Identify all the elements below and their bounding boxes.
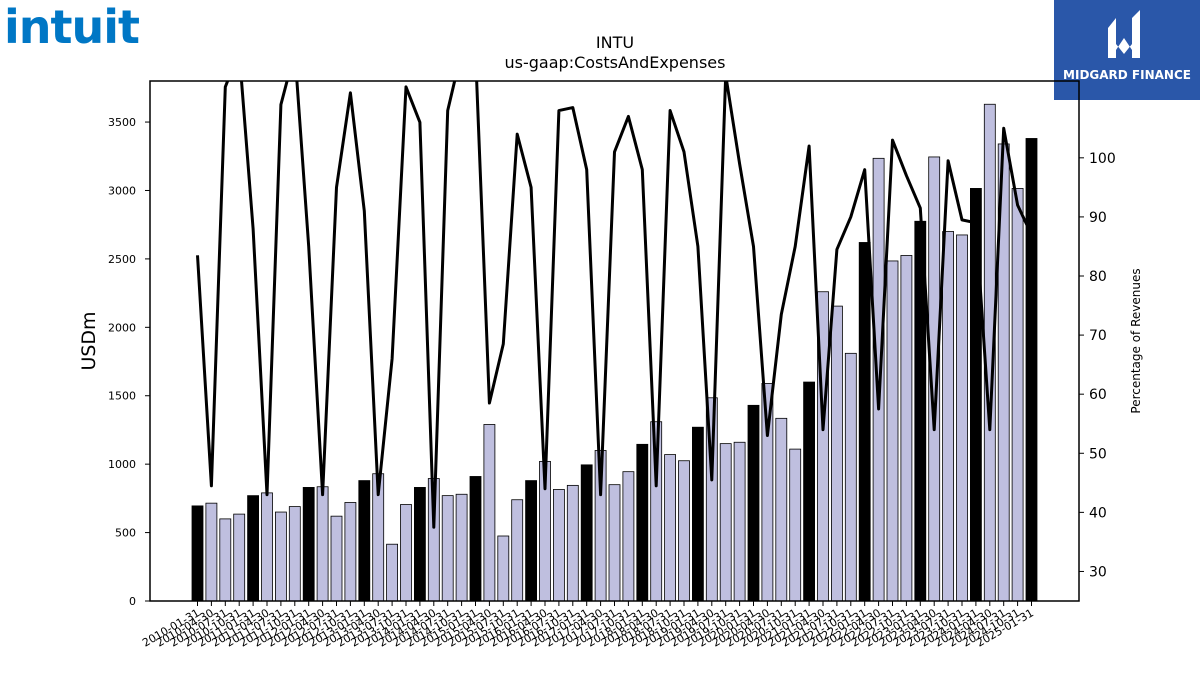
bar [831,305,843,601]
bar [789,448,802,601]
bar [705,397,718,601]
bar [274,511,287,601]
bar [761,383,774,601]
bar [469,476,482,601]
y-tick-label: 1500 [108,390,136,403]
bar [664,454,676,601]
bar [441,495,454,601]
intuit-logo: intuit [4,2,154,52]
bar [455,493,468,601]
bar [817,291,829,601]
bar [400,504,412,601]
y-axis-label: USDm [78,311,100,370]
chart-subtitle: us-gaap:CostsAndExpenses [505,53,726,72]
y-axis-right: 30 40 50 60 70 80 90 100 [1079,151,1116,580]
bar [413,487,426,601]
y2-tick-label: 90 [1089,210,1107,226]
bar [692,426,704,601]
y-tick-label: 3000 [108,184,136,197]
y2-tick-label: 70 [1089,328,1107,344]
y2-tick-label: 30 [1089,564,1107,580]
midgard-logo-text: MIDGARD FINANCE [1063,68,1191,82]
y2-tick-label: 100 [1089,151,1116,167]
bar [525,480,537,601]
y-tick-label: 2500 [108,253,136,266]
bar [511,499,524,601]
bar [733,441,746,601]
bar [316,486,329,601]
bar [872,157,885,601]
bar-series [191,103,1038,601]
bar [803,381,815,601]
percentage-line [196,81,1033,529]
bar [1011,188,1024,601]
bar [747,404,760,601]
bar [302,487,315,601]
bar [678,460,690,601]
bar [205,502,218,601]
bar [900,255,913,601]
y2-axis-label: Percentage of Revenues [1129,268,1143,413]
bar [553,489,565,601]
chart-title: INTU [596,33,634,52]
bar [288,506,301,601]
line-series [196,81,1033,529]
bar [636,443,649,601]
intuit-logo-text: intuit [4,0,140,54]
bar [566,484,579,601]
y-tick-label: 2000 [108,321,136,334]
bar [608,484,621,601]
x-axis: 2010-01-312010-04-302010-07-312010-10-31… [140,601,1036,650]
bar [594,450,607,601]
y-tick-label: 500 [115,527,136,540]
y-tick-label: 1000 [108,458,136,471]
bar [191,505,204,601]
bar [886,260,899,601]
bar [858,242,871,601]
y-axis-left: 0 500 1000 1500 2000 2500 3000 3500 [108,116,150,608]
bar [719,443,732,601]
y-tick-label: 3500 [108,116,136,129]
bar [1025,138,1038,601]
bar [483,424,496,601]
y2-tick-label: 60 [1089,387,1107,403]
bar [844,352,857,601]
y2-tick-label: 40 [1089,505,1107,521]
bar [330,515,343,601]
bar [386,543,399,601]
bar [622,471,635,601]
y-tick-label: 0 [129,595,136,608]
y2-tick-label: 50 [1089,446,1107,462]
bar [344,502,357,601]
bar [497,535,510,601]
bar [358,480,371,601]
bar [775,417,788,601]
bar [261,492,273,601]
bar [247,495,260,601]
bar [970,188,982,601]
bar [942,231,954,601]
bar [956,234,968,601]
bar [580,464,593,601]
bar [427,478,440,601]
bar [219,518,232,601]
bar [233,513,246,601]
midgard-logo-mark [1108,10,1140,58]
y2-tick-label: 80 [1089,269,1107,285]
